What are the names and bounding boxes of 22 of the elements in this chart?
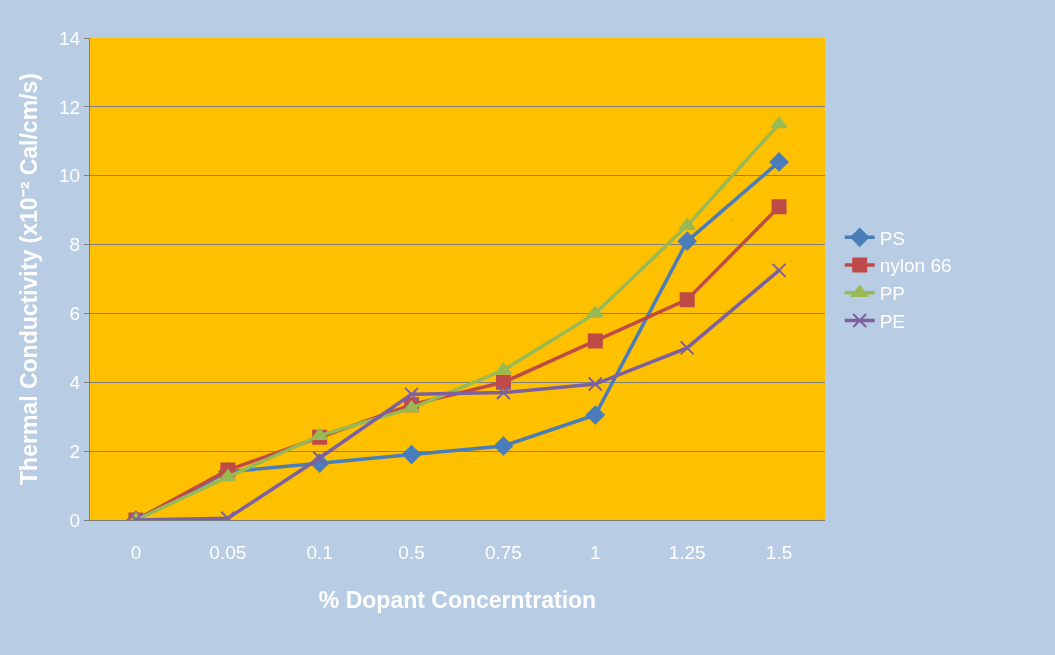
x-tick-label: 0.75 bbox=[484, 541, 522, 563]
x-tick-label: 1 bbox=[590, 541, 601, 563]
legend-label: PE bbox=[879, 310, 906, 332]
x-axis-title: % Dopant Concerntration bbox=[318, 587, 597, 614]
legend-label: PP bbox=[879, 283, 906, 305]
legend-label: PS bbox=[879, 227, 906, 249]
y-tick-label: 14 bbox=[59, 27, 81, 49]
x-tick-label: 1.5 bbox=[765, 541, 793, 563]
x-tick-label: 1.25 bbox=[668, 541, 706, 563]
x-tick-label: 0.1 bbox=[306, 541, 333, 563]
y-tick-label: 12 bbox=[59, 96, 81, 118]
y-tick-label: 8 bbox=[69, 234, 81, 256]
y-tick-label: 2 bbox=[69, 440, 81, 462]
legend-label: nylon 66 bbox=[879, 255, 952, 277]
x-tick-label: 0.5 bbox=[398, 541, 425, 563]
y-axis-title: Thermal Conductivity (x10⁻² Cal/cm/s) bbox=[15, 73, 42, 485]
x-tick-label: 0.05 bbox=[209, 541, 247, 563]
y-tick-label: 10 bbox=[59, 165, 81, 187]
y-tick-label: 4 bbox=[69, 371, 81, 393]
y-tick-label: 0 bbox=[69, 509, 81, 531]
y-tick-label: 6 bbox=[69, 303, 81, 325]
x-tick-label: 0 bbox=[130, 541, 142, 563]
